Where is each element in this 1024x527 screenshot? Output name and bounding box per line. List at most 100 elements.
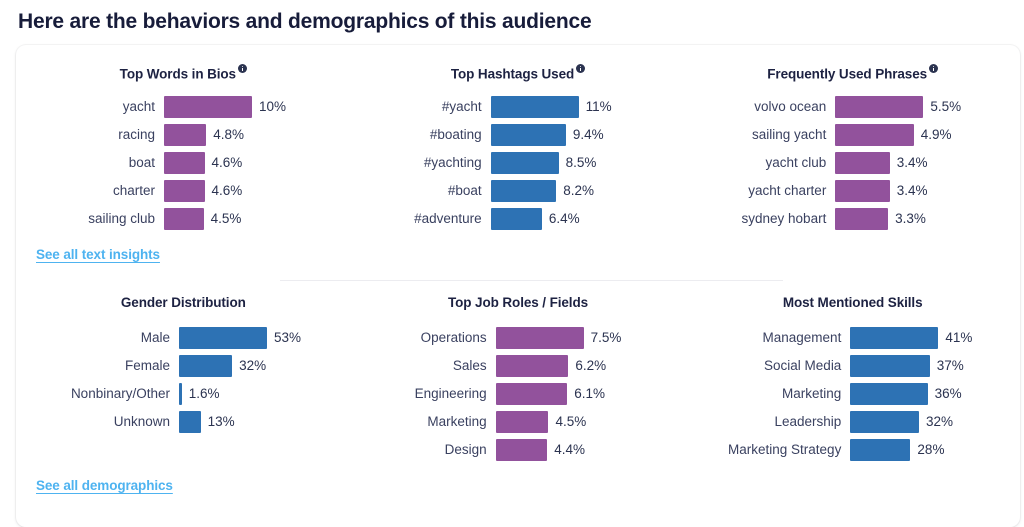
bar-fill xyxy=(164,124,207,146)
bar-value-label: 4.8% xyxy=(213,127,244,142)
bar-category-label: yacht xyxy=(122,99,155,114)
bar-value-label: 6.4% xyxy=(548,211,580,226)
chart-title: Top Hashtags Used xyxy=(450,66,575,82)
bar-row: yacht 10% xyxy=(54,96,351,118)
bar-track: 41% xyxy=(850,327,1020,349)
bar-category-label: Nonbinary/Other xyxy=(70,386,170,401)
bar-track: 9.4% xyxy=(490,124,686,146)
bar-fill xyxy=(835,208,889,230)
bar-category-label: Social Media xyxy=(764,358,842,373)
bar-track: 7.5% xyxy=(495,327,686,349)
section-divider xyxy=(280,280,783,281)
bar-row: #adventure 6.4% xyxy=(379,208,686,230)
bar-fill xyxy=(179,355,233,377)
bar-fill xyxy=(164,208,204,230)
card-bottom-spacer xyxy=(16,495,1020,501)
bar-fill xyxy=(164,152,205,174)
bar-fill xyxy=(850,411,920,433)
bar-row: Leadership 32% xyxy=(690,411,1020,433)
see-all-demographics-link[interactable]: See all demographics xyxy=(36,478,173,493)
bar-fill xyxy=(490,208,542,230)
bar-row: volvo ocean 5.5% xyxy=(705,96,1020,118)
bar-track: 8.2% xyxy=(490,180,686,202)
bar-category-label: sydney hobart xyxy=(741,211,827,226)
bar-track: 11% xyxy=(490,96,686,118)
bar-value-label: 4.4% xyxy=(554,442,586,457)
bar-fill xyxy=(495,355,569,377)
bar-track: 4.6% xyxy=(164,152,351,174)
bar-value-label: 32% xyxy=(239,358,267,373)
bar-fill xyxy=(850,355,930,377)
bar-row: Marketing Strategy 28% xyxy=(690,439,1020,461)
chart-block-top-words-in-bios: Top Words in Bios yacht 10% racing 4.8% boat… xyxy=(16,59,351,230)
bar-value-label: 10% xyxy=(259,99,287,114)
bar-track: 4.9% xyxy=(835,124,1020,146)
bar-track: 1.6% xyxy=(179,383,351,405)
section-divider-wrap xyxy=(16,272,1020,290)
bar-row: Marketing 36% xyxy=(690,383,1020,405)
bar-category-label: Marketing xyxy=(782,386,842,401)
bar-track: 37% xyxy=(850,355,1020,377)
bar-value-label: 3.4% xyxy=(896,155,928,170)
bar-row: sydney hobart 3.3% xyxy=(705,208,1020,230)
bar-value-label: 4.5% xyxy=(210,211,242,226)
bar-row: yacht charter 3.4% xyxy=(705,180,1020,202)
chart-header: Top Job Roles / Fields xyxy=(351,294,686,314)
bar-value-label: 36% xyxy=(934,386,962,401)
bar-track: 53% xyxy=(179,327,351,349)
bar-track: 3.4% xyxy=(835,152,1020,174)
chart-title: Gender Distribution xyxy=(120,295,246,310)
demographics-link-row: See all demographics xyxy=(16,461,1020,495)
bar-track: 3.4% xyxy=(835,180,1020,202)
chart-header: Frequently Used Phrases xyxy=(685,63,1020,83)
bar-row: #yachting 8.5% xyxy=(379,152,686,174)
bar-fill xyxy=(490,96,579,118)
bar-row: Nonbinary/Other 1.6% xyxy=(24,383,351,405)
bar-value-label: 4.6% xyxy=(211,183,243,198)
bar-row: charter 4.6% xyxy=(54,180,351,202)
bar-track: 10% xyxy=(164,96,351,118)
see-all-text-insights-link[interactable]: See all text insights xyxy=(36,247,160,262)
bar-value-label: 11% xyxy=(585,99,612,114)
bar-track: 36% xyxy=(850,383,1020,405)
bar-category-label: #adventure xyxy=(414,211,482,226)
bar-value-label: 37% xyxy=(936,358,964,373)
bar-row: Sales 6.2% xyxy=(366,355,686,377)
bar-fill xyxy=(835,96,924,118)
bar-row: Male 53% xyxy=(24,327,351,349)
bar-list: Management 41% Social Media 37% Marketing 36%… xyxy=(685,327,1020,461)
bar-track: 4.8% xyxy=(164,124,351,146)
bar-fill xyxy=(850,327,939,349)
bar-row: yacht club 3.4% xyxy=(705,152,1020,174)
bar-row: sailing yacht 4.9% xyxy=(705,124,1020,146)
chart-title: Top Job Roles / Fields xyxy=(447,295,589,310)
bar-track: 4.4% xyxy=(495,439,686,461)
info-icon[interactable] xyxy=(929,64,939,73)
bar-fill xyxy=(835,180,890,202)
bar-row: sailing club 4.5% xyxy=(54,208,351,230)
bar-value-label: 5.5% xyxy=(930,99,962,114)
bar-fill xyxy=(490,180,557,202)
bar-category-label: Unknown xyxy=(113,414,170,429)
bar-value-label: 6.1% xyxy=(574,386,606,401)
bar-value-label: 7.5% xyxy=(590,330,622,345)
bar-value-label: 28% xyxy=(917,442,945,457)
bar-category-label: racing xyxy=(118,127,155,142)
bar-category-label: Management xyxy=(762,330,842,345)
bar-fill xyxy=(835,124,914,146)
bar-category-label: Design xyxy=(444,442,487,457)
bar-fill xyxy=(179,383,182,405)
bar-value-label: 4.9% xyxy=(920,127,952,142)
bar-category-label: sailing yacht xyxy=(752,127,827,142)
bar-category-label: Male xyxy=(140,330,170,345)
bar-row: Female 32% xyxy=(24,355,351,377)
bar-value-label: 9.4% xyxy=(572,127,604,142)
insights-card: Top Words in Bios yacht 10% racing 4.8% boat… xyxy=(16,45,1020,527)
bar-fill xyxy=(164,180,205,202)
text-insights-row: Top Words in Bios yacht 10% racing 4.8% boat… xyxy=(16,59,1020,230)
info-icon[interactable] xyxy=(237,64,247,73)
info-icon[interactable] xyxy=(576,64,586,73)
bar-fill xyxy=(495,411,549,433)
bar-value-label: 41% xyxy=(945,330,973,345)
bar-track: 32% xyxy=(850,411,1020,433)
